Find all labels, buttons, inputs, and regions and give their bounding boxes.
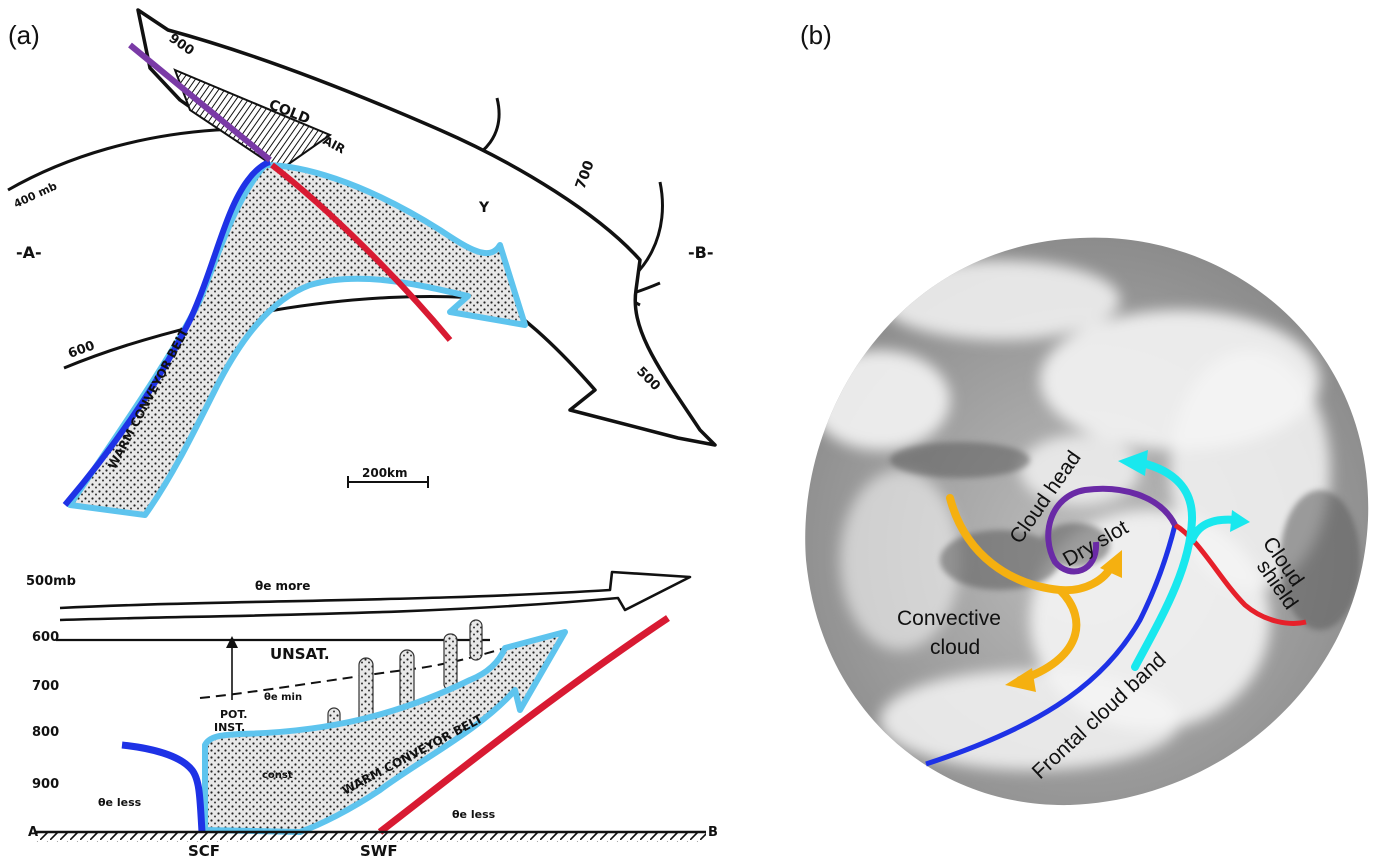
level-500mb: 500mb: [26, 574, 76, 589]
end-b-section: B: [708, 825, 718, 840]
end-a-plan: -A-: [16, 243, 42, 262]
theta-min-label: θe min: [264, 692, 302, 703]
cold-front-section: [121, 741, 206, 833]
scale-label: 200km: [362, 466, 408, 480]
unsat-label: UNSAT.: [270, 645, 330, 663]
cloud-shield-arrow: [1118, 450, 1250, 671]
ground-hatching: [36, 832, 706, 842]
dry-slot-curve: [1045, 485, 1178, 575]
theta-less-right: θe less: [452, 808, 496, 821]
label-700: 700: [573, 158, 598, 191]
scale-bar: 200km: [347, 466, 429, 488]
warm-front-plan: [270, 162, 453, 342]
level-800: 800: [32, 725, 59, 740]
theta-more-label: θe more: [255, 579, 310, 593]
theta-less-left: θe less: [98, 796, 142, 809]
upper-flow-arrow: [59, 570, 692, 622]
pot-label: POT.: [220, 708, 247, 721]
end-a-section: A: [28, 825, 38, 840]
theta-min-line: [199, 639, 531, 699]
panel-a-label: (a): [8, 20, 40, 50]
convective-label-2: cloud: [930, 636, 980, 659]
label-y: Y: [478, 200, 490, 216]
inst-label: INST.: [214, 721, 245, 734]
level-600: 600: [32, 630, 59, 645]
warm-front-section: [377, 615, 670, 835]
convective-label-1: Convective: [897, 607, 1001, 630]
cold-front-plan: [62, 159, 271, 507]
frontal-cloud-band-line: [925, 524, 1178, 767]
panel-b-label: (b): [800, 20, 832, 50]
level-700: 700: [32, 679, 59, 694]
swf-label: SWF: [360, 842, 398, 860]
warm-conveyor-belt-section: [202, 629, 568, 835]
convective-cloud-arrow: [946, 494, 1122, 692]
convective-towers: [327, 619, 483, 731]
panel-a-cross-section: 500mb 600 700 800 900 θe more UNSAT. θe …: [26, 570, 718, 860]
level-900: 900: [32, 777, 59, 792]
const-label: const: [262, 770, 293, 781]
panel-a-plan-view: 900 COLD AIR 400 mb Y 700 -A- -B- 600 50…: [7, 8, 717, 518]
scf-label: SCF: [188, 842, 220, 860]
occluded-front-plan: [128, 42, 272, 163]
end-b-plan: -B-: [688, 243, 713, 262]
